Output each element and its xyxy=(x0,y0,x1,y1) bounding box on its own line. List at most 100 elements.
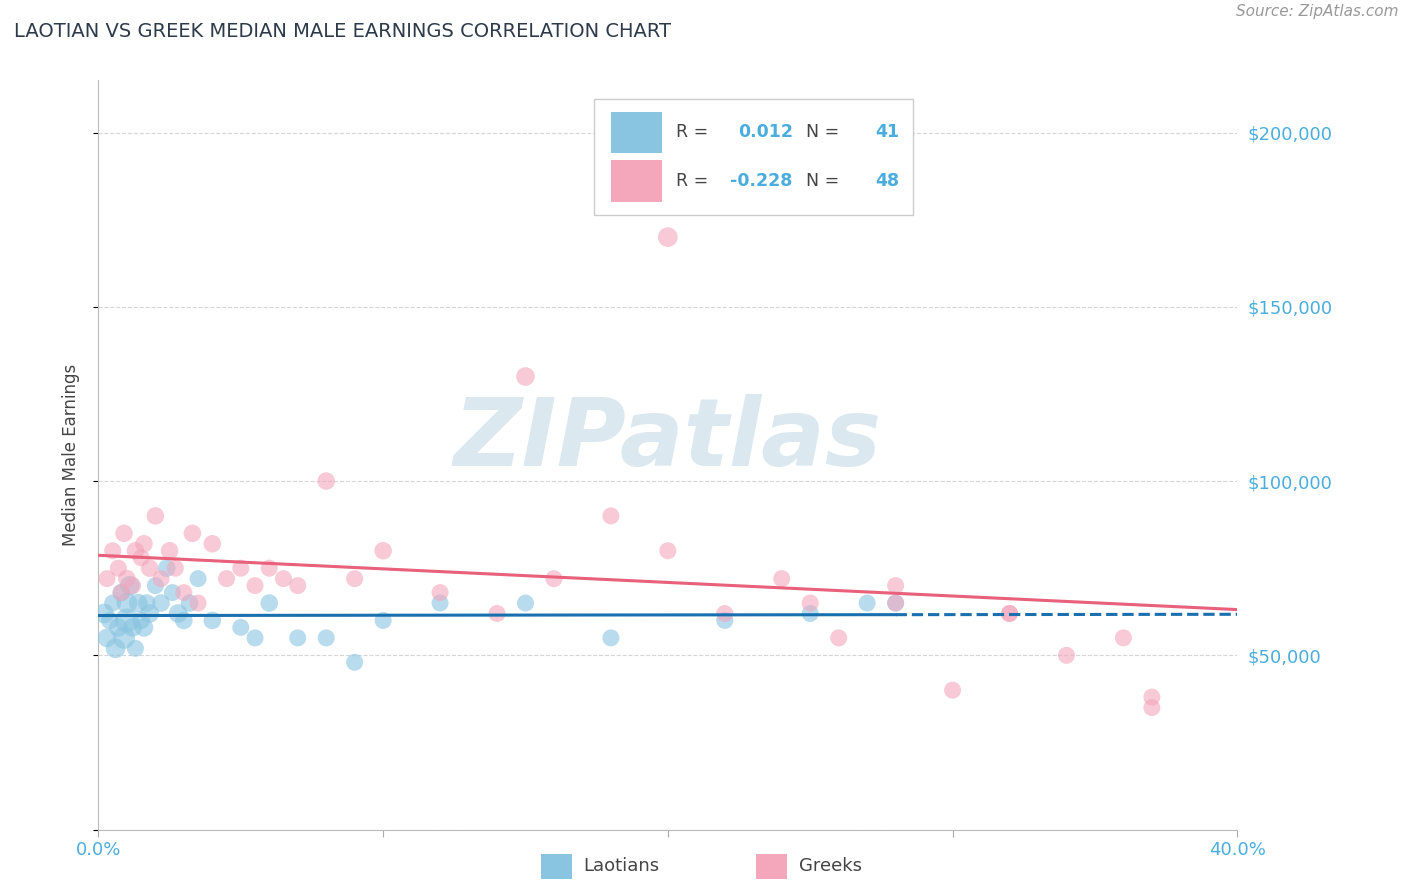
Text: R =: R = xyxy=(676,172,714,190)
Point xyxy=(96,631,118,645)
Point xyxy=(187,596,209,610)
Point xyxy=(273,572,295,586)
Text: R =: R = xyxy=(676,123,718,141)
Point xyxy=(121,620,143,634)
Point xyxy=(118,579,141,593)
Text: LAOTIAN VS GREEK MEDIAN MALE EARNINGS CORRELATION CHART: LAOTIAN VS GREEK MEDIAN MALE EARNINGS CO… xyxy=(14,22,671,41)
Point xyxy=(259,561,281,575)
Point xyxy=(129,614,152,628)
Text: 41: 41 xyxy=(875,123,900,141)
Point xyxy=(121,579,143,593)
Point xyxy=(515,596,537,610)
Point xyxy=(112,631,135,645)
Text: 0.012: 0.012 xyxy=(738,123,793,141)
Point xyxy=(486,607,509,621)
Point xyxy=(201,537,224,551)
Point xyxy=(104,641,127,656)
Point xyxy=(150,596,173,610)
Point xyxy=(229,561,252,575)
Point xyxy=(132,537,155,551)
Point xyxy=(181,526,204,541)
Bar xyxy=(612,112,662,153)
Point xyxy=(156,561,179,575)
Point xyxy=(132,620,155,634)
Point xyxy=(770,572,793,586)
Point xyxy=(107,620,129,634)
Point xyxy=(96,572,118,586)
Point xyxy=(856,596,879,610)
Point xyxy=(110,585,132,599)
Point xyxy=(98,614,121,628)
Point xyxy=(138,607,160,621)
Point xyxy=(115,596,138,610)
Point xyxy=(115,572,138,586)
Point xyxy=(1056,648,1078,663)
Point xyxy=(600,508,623,523)
Text: N =: N = xyxy=(796,172,851,190)
Point xyxy=(124,543,146,558)
Point xyxy=(884,596,907,610)
Point xyxy=(110,585,132,599)
Point xyxy=(373,614,395,628)
Text: N =: N = xyxy=(796,123,851,141)
Point xyxy=(1140,700,1163,714)
Point xyxy=(115,614,138,628)
Bar xyxy=(612,161,662,202)
Text: 48: 48 xyxy=(875,172,900,190)
Point xyxy=(129,550,152,565)
Point xyxy=(799,607,821,621)
Point xyxy=(173,585,195,599)
Point xyxy=(942,683,965,698)
Text: Greeks: Greeks xyxy=(799,857,862,875)
Point xyxy=(287,631,309,645)
Point xyxy=(884,596,907,610)
Point xyxy=(93,607,115,621)
Point xyxy=(343,655,366,669)
Point xyxy=(657,543,679,558)
Point xyxy=(229,620,252,634)
Point xyxy=(187,572,209,586)
Point xyxy=(515,369,537,384)
Point xyxy=(714,614,737,628)
Point xyxy=(259,596,281,610)
Point xyxy=(150,572,173,586)
Text: -0.228: -0.228 xyxy=(731,172,793,190)
Point xyxy=(173,614,195,628)
Point xyxy=(145,508,167,523)
Point xyxy=(162,585,184,599)
Point xyxy=(243,631,266,645)
Point xyxy=(159,543,181,558)
Point xyxy=(315,631,337,645)
Text: Source: ZipAtlas.com: Source: ZipAtlas.com xyxy=(1236,4,1399,20)
Point xyxy=(243,579,266,593)
Point xyxy=(138,561,160,575)
Point xyxy=(828,631,851,645)
Point xyxy=(107,561,129,575)
Point xyxy=(799,596,821,610)
Point xyxy=(101,543,124,558)
Point xyxy=(600,631,623,645)
Text: ZIPatlas: ZIPatlas xyxy=(454,394,882,486)
Point xyxy=(657,230,679,244)
Point xyxy=(343,572,366,586)
Point xyxy=(998,607,1021,621)
Point xyxy=(167,607,190,621)
Point xyxy=(165,561,187,575)
Point xyxy=(543,572,565,586)
Point xyxy=(127,596,149,610)
Point xyxy=(429,596,451,610)
Point xyxy=(373,543,395,558)
Text: Laotians: Laotians xyxy=(583,857,659,875)
Point xyxy=(101,596,124,610)
Point xyxy=(1112,631,1135,645)
Point xyxy=(998,607,1021,621)
Point xyxy=(135,596,157,610)
Point xyxy=(429,585,451,599)
Point xyxy=(315,474,337,488)
Point xyxy=(215,572,238,586)
Point xyxy=(124,641,146,656)
Point xyxy=(287,579,309,593)
Point xyxy=(112,526,135,541)
Bar xyxy=(593,99,912,215)
Y-axis label: Median Male Earnings: Median Male Earnings xyxy=(62,364,80,546)
